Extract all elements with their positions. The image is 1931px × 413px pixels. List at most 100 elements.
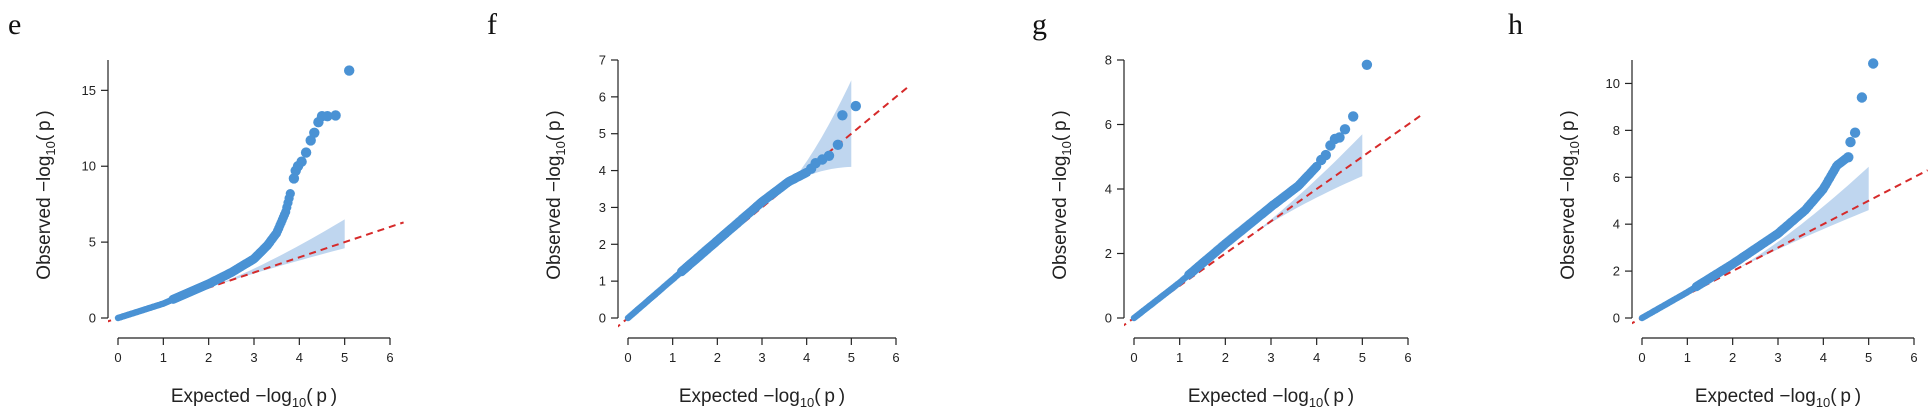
x-tick-label: 5: [1865, 350, 1872, 365]
data-point: [1320, 149, 1332, 161]
y-tick-label: 6: [1105, 117, 1112, 132]
panel-letter-g: g: [1032, 8, 1047, 41]
x-tick-label: 4: [1820, 350, 1827, 365]
y-tick-label: 7: [599, 53, 606, 68]
y-tick-label: 10: [82, 159, 96, 174]
y-axis-label-e: Observed −log10( p ): [34, 110, 58, 279]
x-tick-label: 2: [1729, 350, 1736, 365]
plot-area-f: [618, 80, 911, 328]
x-axis-label-g: Expected −log10( p ): [1188, 386, 1354, 410]
plot-area-g: [1124, 59, 1423, 327]
qq-panel-h: h 0 2 4 6 8 10 0 1 2 3 4 5 6 Expected −log10( p ) Obser…: [1508, 8, 1929, 410]
data-point: [1361, 59, 1373, 70]
points-g: [1130, 59, 1373, 322]
data-point: [850, 100, 861, 112]
data-point: [1868, 58, 1879, 69]
data-point: [1856, 92, 1868, 103]
panel-letter-f: f: [487, 8, 497, 41]
data-point: [1849, 127, 1861, 138]
x-axis-label-e: Expected −log10( p ): [171, 386, 337, 410]
confidence-band-e: [208, 219, 345, 288]
x-tick-label: 1: [1176, 350, 1183, 365]
x-tick-label: 0: [1638, 350, 1645, 365]
data-point: [322, 111, 333, 122]
x-tick-label: 2: [1222, 350, 1229, 365]
x-tick-label: 0: [624, 350, 631, 365]
x-tick-label: 3: [758, 350, 765, 365]
confidence-band-h: [1732, 166, 1869, 272]
y-axis-label-h: Observed −log10( p ): [1558, 110, 1582, 279]
data-point: [837, 110, 848, 121]
points-h: [1638, 58, 1879, 322]
y-tick-label: 6: [599, 89, 606, 104]
data-point: [823, 150, 835, 161]
data-point: [1348, 111, 1359, 122]
qq-panel-f: f 0 1 2 3 4 5 6 7 0 1 2 3 4 5 6 Expected −log10( p ) Obse…: [487, 8, 911, 410]
data-point: [300, 147, 312, 158]
y-tick-label: 5: [599, 126, 606, 141]
data-point: [1843, 152, 1854, 163]
x-tick-label: 6: [1404, 350, 1411, 365]
x-tick-label: 1: [669, 350, 676, 365]
confidence-band-g: [1248, 134, 1363, 238]
y-tick-label: 5: [89, 235, 96, 250]
x-tick-label: 5: [341, 350, 348, 365]
x-tick-label: 2: [205, 350, 212, 365]
x-tick-label: 5: [848, 350, 855, 365]
y-tick-label: 0: [89, 311, 96, 326]
confidence-band-f: [784, 80, 852, 189]
qq-panel-g: g 0 2 4 6 8 0 1 2 3 4 5 6 Expected −log10( p ) Observe…: [1032, 8, 1423, 410]
data-point: [344, 65, 355, 76]
qq-panel-e: e 0 5 10 15 0 1 2 3 4 5 6 Expected −log10( p ) Observ…: [8, 8, 404, 410]
panel-letter-h: h: [1508, 8, 1523, 41]
y-tick-label: 4: [1105, 182, 1112, 197]
data-point: [330, 110, 341, 121]
data-point: [832, 139, 844, 150]
panel-letter-e: e: [8, 8, 21, 41]
y-axis-label-f: Observed −log10( p ): [544, 110, 568, 279]
data-point: [296, 156, 307, 167]
points-e: [114, 65, 355, 322]
data-point: [1339, 124, 1351, 135]
x-axis-label-h: Expected −log10( p ): [1695, 386, 1861, 410]
y-tick-label: 2: [599, 237, 606, 252]
y-tick-label: 3: [599, 200, 606, 215]
y-tick-label: 4: [1613, 217, 1620, 232]
y-tick-label: 0: [599, 311, 606, 326]
x-tick-label: 4: [1313, 350, 1320, 365]
y-tick-label: 6: [1613, 170, 1620, 185]
data-point: [1845, 136, 1856, 148]
y-tick-label: 4: [599, 163, 606, 178]
x-tick-label: 3: [250, 350, 257, 365]
x-tick-label: 4: [296, 350, 303, 365]
x-tick-label: 5: [1359, 350, 1366, 365]
x-tick-label: 1: [1684, 350, 1691, 365]
x-axis-label-f: Expected −log10( p ): [679, 386, 845, 410]
x-tick-label: 6: [892, 350, 899, 365]
x-tick-label: 0: [114, 350, 121, 365]
x-tick-label: 2: [714, 350, 721, 365]
x-tick-label: 6: [386, 350, 393, 365]
x-tick-label: 6: [1910, 350, 1917, 365]
data-point: [1334, 132, 1345, 143]
x-tick-label: 1: [160, 350, 167, 365]
y-tick-label: 1: [599, 274, 606, 289]
y-tick-label: 2: [1105, 246, 1112, 261]
y-tick-label: 0: [1613, 311, 1620, 326]
y-tick-label: 10: [1606, 76, 1620, 91]
y-tick-label: 15: [82, 83, 96, 98]
x-tick-label: 3: [1267, 350, 1274, 365]
plot-area-h: [1632, 58, 1929, 325]
data-point: [285, 189, 295, 199]
y-axis-label-g: Observed −log10( p ): [1050, 110, 1074, 279]
x-tick-label: 3: [1774, 350, 1781, 365]
x-tick-label: 0: [1130, 350, 1137, 365]
data-point: [309, 127, 320, 138]
points-f: [624, 100, 861, 322]
y-tick-label: 8: [1613, 123, 1620, 138]
y-tick-label: 2: [1613, 264, 1620, 279]
null-expectation-line-h: [1632, 169, 1929, 325]
plot-area-e: [108, 65, 404, 323]
y-tick-label: 8: [1105, 53, 1112, 68]
